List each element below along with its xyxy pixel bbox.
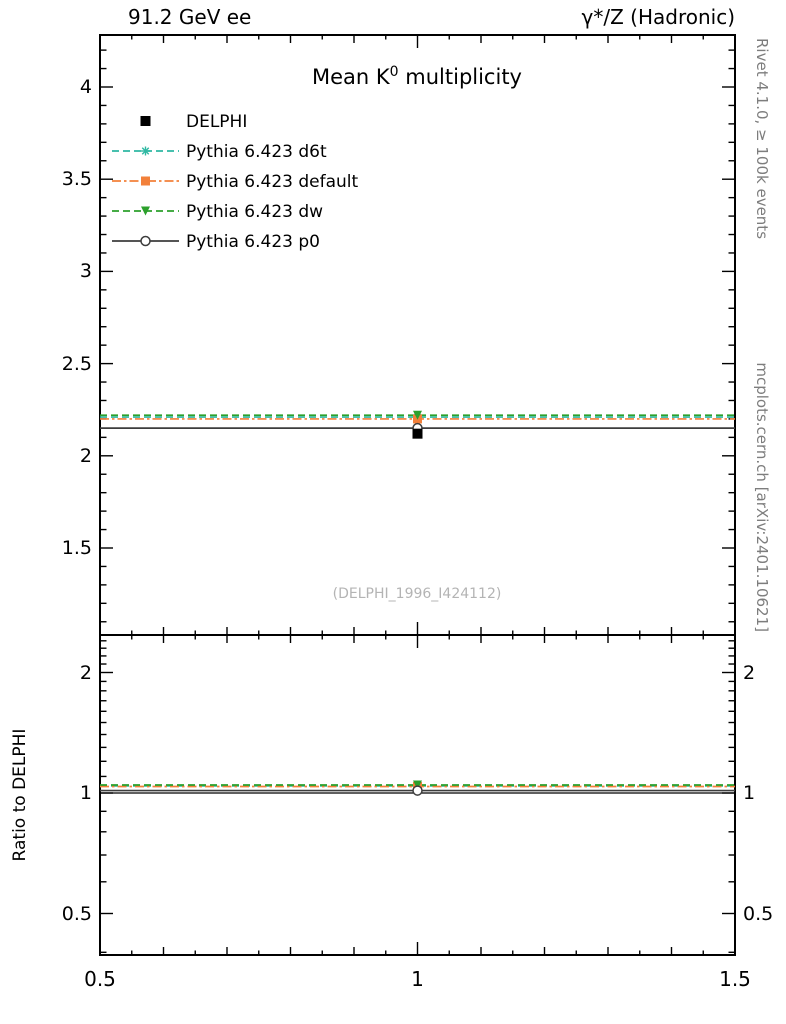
analysis-watermark: (DELPHI_1996_I424112): [333, 586, 502, 602]
ratio-axis-label: Ratio to DELPHI: [10, 729, 30, 862]
xtick-1: 1: [411, 967, 424, 991]
xtick-0p5: 0.5: [84, 967, 116, 991]
ytick-ratio-left-2: 2: [80, 662, 92, 684]
ytick-main-3p5: 3.5: [62, 168, 92, 190]
mcplots-arxiv-label: mcplots.cern.ch [arXiv:2401.10621]: [753, 362, 771, 632]
xtick-1p5: 1.5: [719, 967, 751, 991]
legend-label-dw: Pythia 6.423 dw: [186, 202, 323, 222]
data-point-delphi: [412, 428, 423, 439]
header-process: γ*/Z (Hadronic): [582, 5, 735, 29]
ytick-main-4: 4: [80, 76, 92, 98]
legend-label-default: Pythia 6.423 default: [186, 172, 359, 192]
ytick-main-1p5: 1.5: [62, 537, 92, 559]
ytick-ratio-right-1: 1: [743, 782, 755, 804]
ytick-main-3: 3: [80, 260, 92, 282]
ytick-main-2p5: 2.5: [62, 353, 92, 375]
ytick-ratio-right-2: 2: [743, 662, 755, 684]
plot-marks: [100, 410, 735, 796]
legend-label-d6t: Pythia 6.423 d6t: [186, 142, 327, 162]
axis-ticks: [99, 35, 736, 955]
legend-samples: [112, 116, 179, 247]
ytick-ratio-left-1: 1: [80, 782, 92, 804]
legend-label-delphi: DELPHI: [186, 112, 247, 132]
rivet-version-label: Rivet 4.1.0, ≥ 100k events: [753, 38, 771, 239]
plot-title: Mean K0 multiplicity: [312, 64, 522, 89]
ytick-ratio-left-0p5: 0.5: [62, 903, 92, 925]
ytick-main-2: 2: [80, 445, 92, 467]
legend-label-p0: Pythia 6.423 p0: [186, 232, 320, 252]
header-beam-energy: 91.2 GeV ee: [128, 5, 251, 29]
ytick-ratio-right-0p5: 0.5: [743, 903, 773, 925]
